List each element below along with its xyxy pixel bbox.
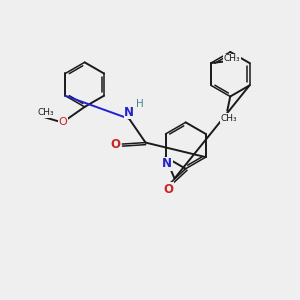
Text: H: H [136,99,143,109]
Text: CH₃: CH₃ [37,108,54,117]
Text: CH₃: CH₃ [224,54,240,63]
Text: CH₃: CH₃ [220,114,237,123]
Text: O: O [111,138,121,151]
Text: O: O [59,117,68,128]
Text: N: N [162,158,172,170]
Text: N: N [124,106,134,119]
Text: O: O [164,183,174,196]
